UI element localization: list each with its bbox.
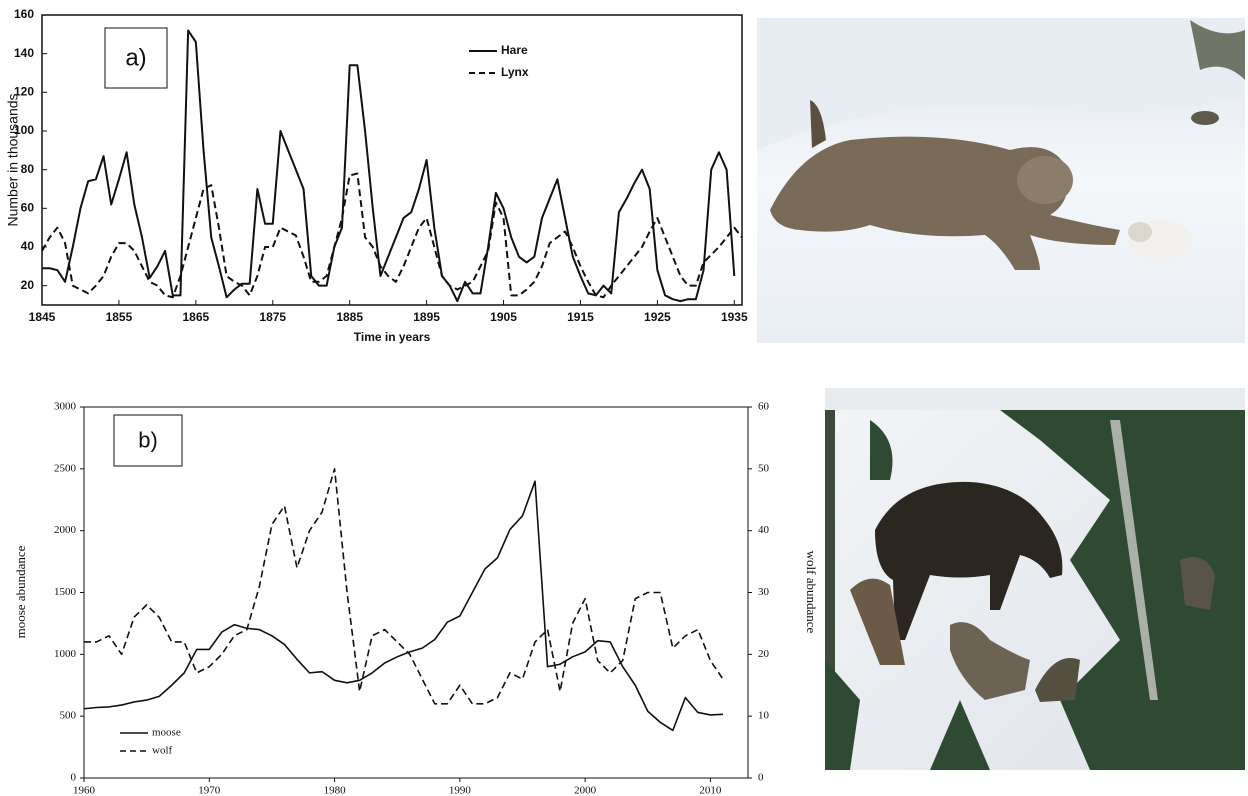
y-tick-label: 0 [71,772,77,784]
y-axis-label: Number in thousands [5,93,21,226]
annotation: b) [138,427,158,452]
x-axis-label: Time in years [354,330,431,344]
x-tick-label: 1970 [198,785,221,796]
y-tick-label: 500 [60,710,77,722]
y-tick-label: 20 [21,278,35,292]
y2-tick-label: 50 [758,462,770,474]
y2-tick-label: 20 [758,648,770,660]
x-tick-label: 1980 [324,785,347,796]
x-tick-label: 1905 [490,310,517,324]
data-line [83,480,723,732]
y2-tick-label: 10 [758,710,770,722]
y2-axis-label: wolf abundance [804,551,819,634]
x-tick-label: 1875 [259,310,286,324]
y-tick-label: 160 [14,7,34,21]
x-tick-label: 2000 [574,785,597,796]
y2-tick-label: 30 [758,586,770,598]
x-tick-label: 1925 [644,310,671,324]
y-tick-label: 60 [21,201,35,215]
y-tick-label: 80 [21,162,35,176]
y-tick-label: 2000 [54,524,77,536]
x-tick-label: 1855 [106,310,133,324]
x-tick-label: 1865 [182,310,209,324]
y-tick-label: 3000 [54,401,77,413]
x-tick-label: 1990 [449,785,472,796]
legend-label: wolf [152,745,173,757]
y-tick-label: 1500 [54,586,77,598]
y-tick-label: 40 [21,239,35,253]
y-tick-label: 100 [14,123,34,137]
y-tick-label: 1000 [54,648,77,660]
legend-label: Hare [501,43,528,57]
data-line [41,172,743,299]
x-tick-label: 1895 [413,310,440,324]
y2-tick-label: 0 [758,772,764,784]
y2-tick-label: 60 [758,401,770,413]
x-tick-label: 1845 [29,310,56,324]
y-tick-label: 140 [14,46,34,60]
moose-photo [825,388,1245,770]
y-axis-label: moose abundance [13,545,28,638]
legend-label: Lynx [501,65,529,79]
annotation-box [113,414,183,467]
y-tick-label: 2500 [54,462,77,474]
x-tick-label: 1960 [73,785,96,796]
x-tick-label: 1935 [721,310,748,324]
x-tick-label: 1915 [567,310,594,324]
data-line [84,468,724,705]
plot-frame [41,14,743,306]
y-tick-label: 120 [14,85,34,99]
legend-label: moose [152,727,181,739]
x-tick-label: 1885 [336,310,363,324]
annotation-box [104,27,168,89]
y2-tick-label: 40 [758,524,770,536]
x-tick-label: 2010 [699,785,722,796]
data-line [42,29,736,303]
annotation: a) [125,44,146,71]
lynx-photo [757,18,1245,343]
